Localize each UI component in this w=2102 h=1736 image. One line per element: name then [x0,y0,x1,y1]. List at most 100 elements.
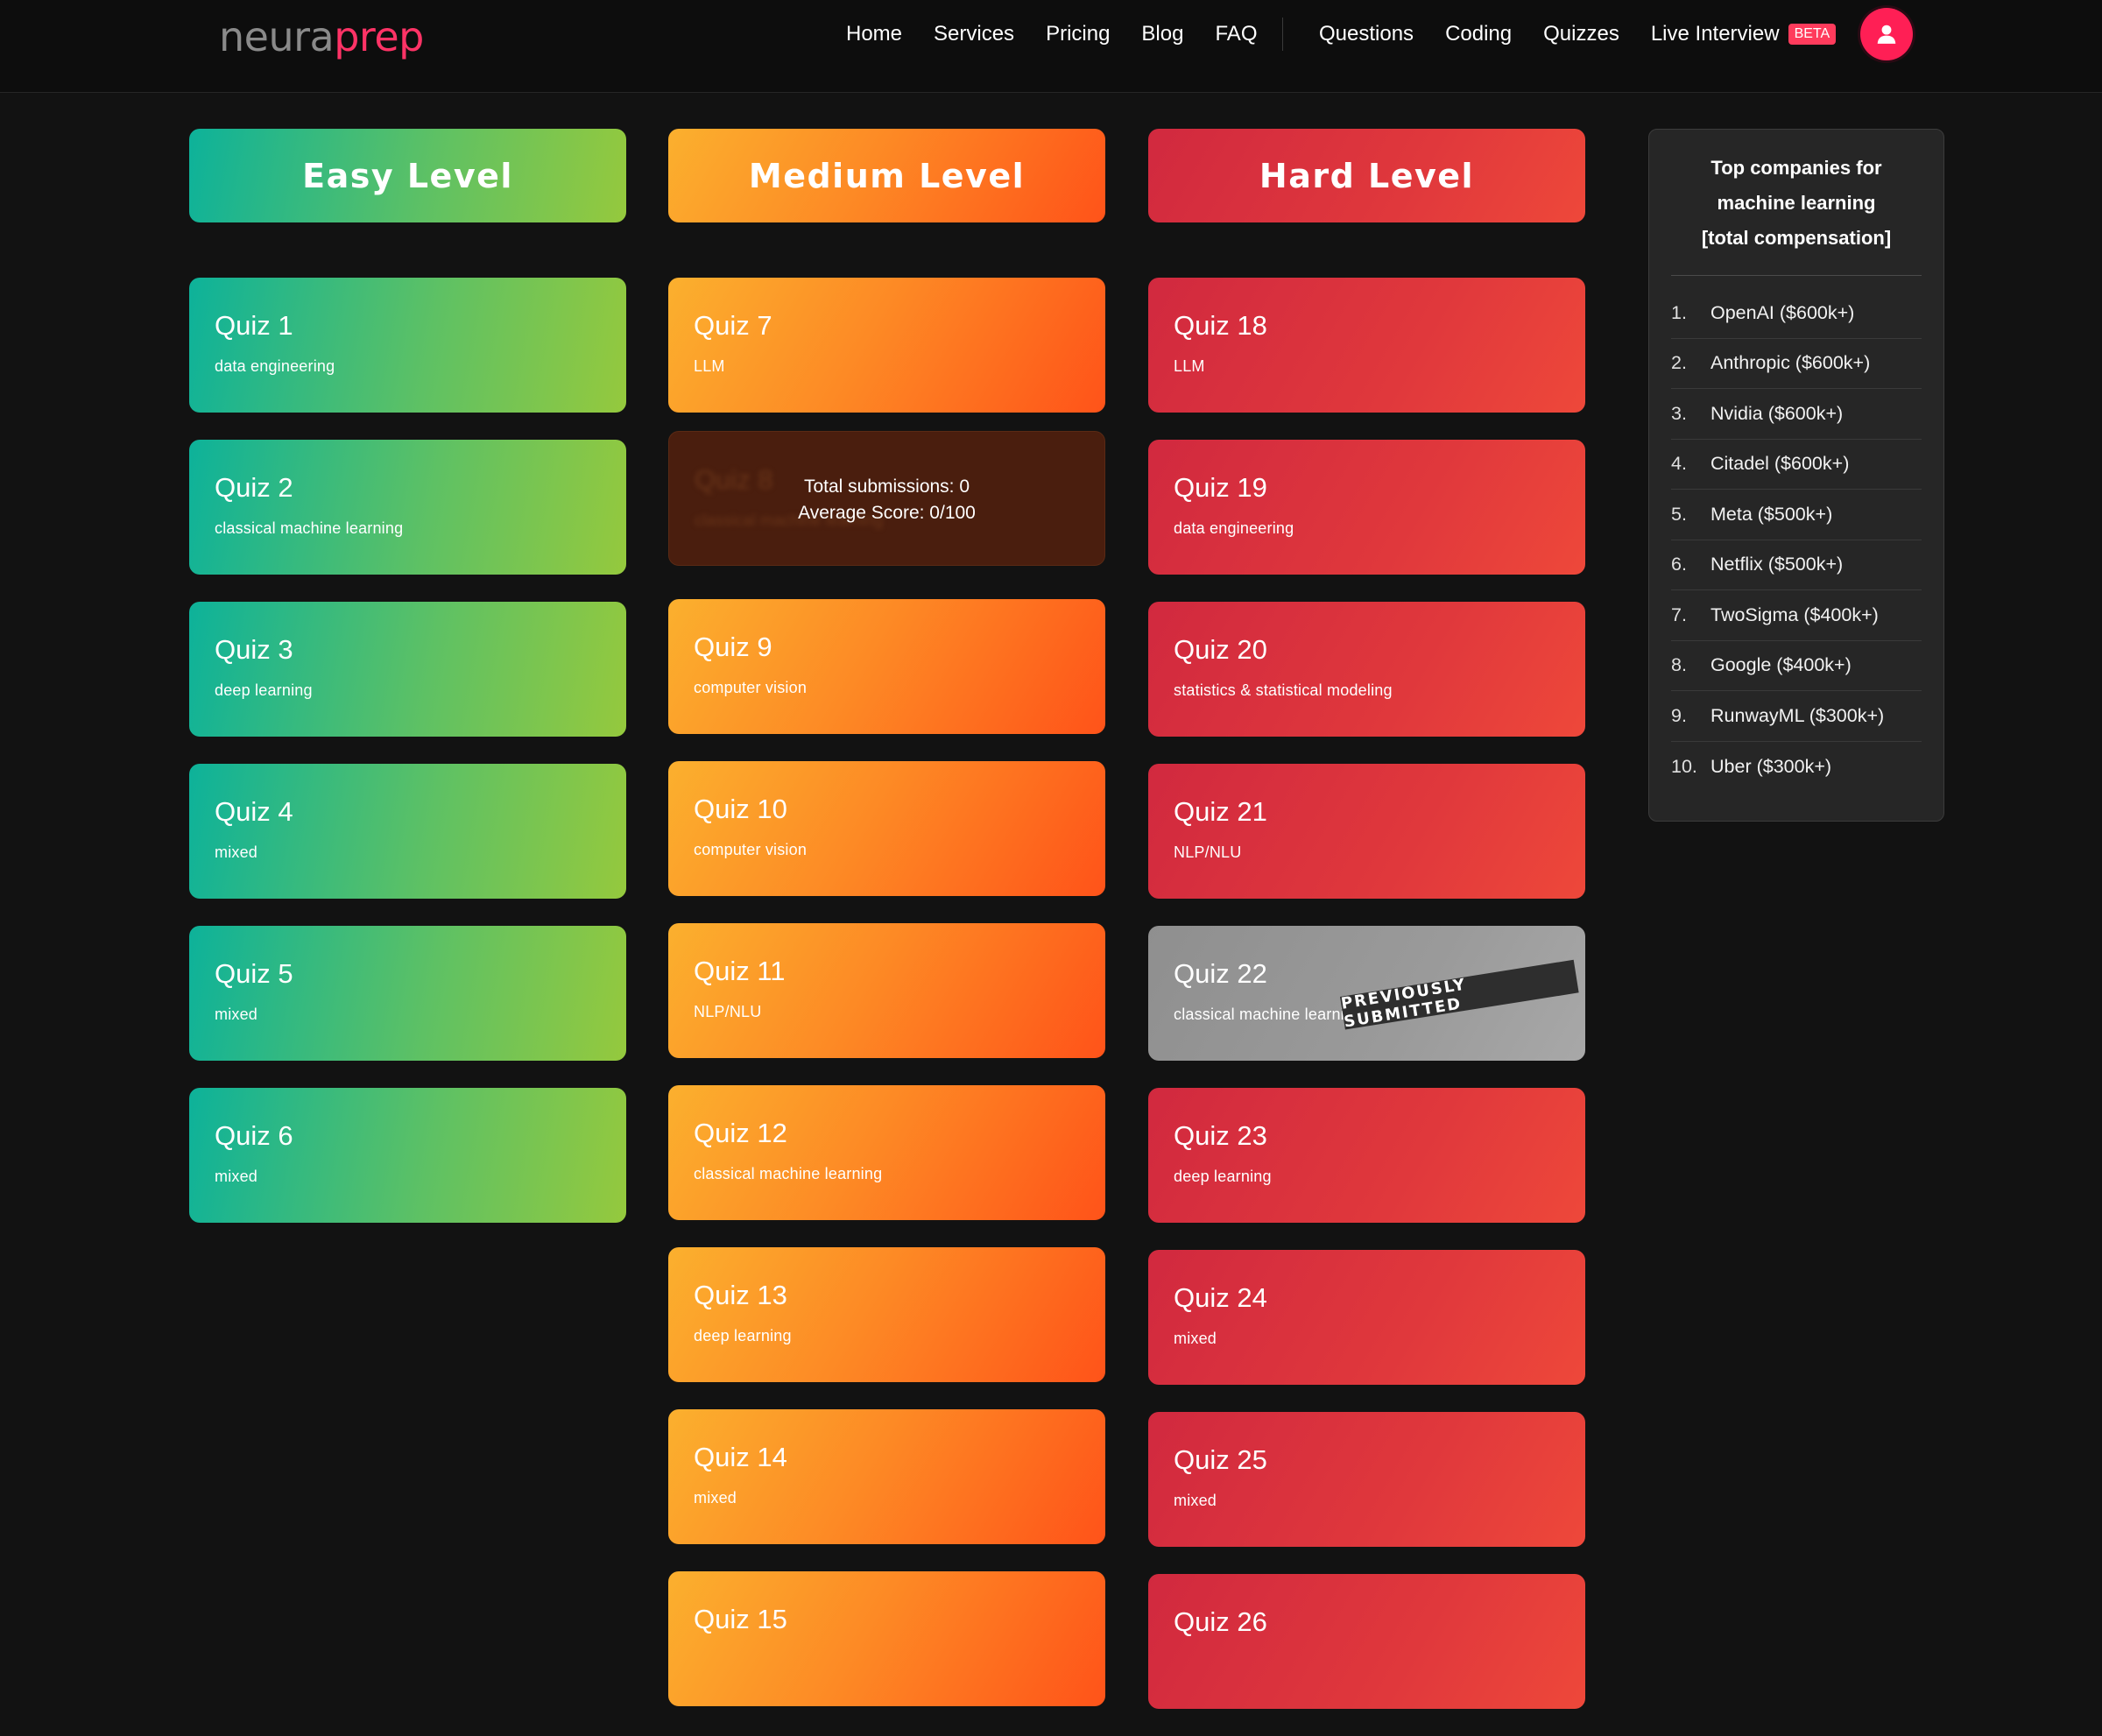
quiz-card-25[interactable]: Quiz 25 mixed [1148,1412,1585,1547]
quiz-card-20[interactable]: Quiz 20 statistics & statistical modelin… [1148,602,1585,737]
quiz-topic: mixed [1174,1330,1217,1347]
quiz-title: Quiz 18 [1174,310,1267,341]
quiz-topic: classical machine learning [695,512,884,529]
quiz-card-4[interactable]: Quiz 4 mixed [189,764,626,899]
quiz-title: Quiz 12 [694,1118,787,1148]
quiz-title: Quiz 19 [1174,472,1267,503]
quiz-card-7[interactable]: Quiz 7 LLM [668,278,1105,413]
quiz-card-1[interactable]: Quiz 1 data engineering [189,278,626,413]
quiz-card-12[interactable]: Quiz 12 classical machine learning [668,1085,1105,1220]
quiz-topic: mixed [215,1168,258,1185]
top-navbar: neuraprep Home Services Pricing Blog FAQ… [0,0,2102,93]
heading-line-1: Top companies for [1711,157,1882,179]
nav-home[interactable]: Home [846,22,903,46]
quiz-topic: mixed [694,1489,737,1507]
easy-column: Easy Level Quiz 1 data engineering Quiz … [189,129,626,1250]
quiz-card-23[interactable]: Quiz 23 deep learning [1148,1088,1585,1223]
hard-column: Hard Level Quiz 18 LLM Quiz 19 data engi… [1148,129,1585,1736]
quiz-card-9[interactable]: Quiz 9 computer vision [668,599,1105,734]
nav-faq[interactable]: FAQ [1215,22,1258,46]
company-rank: 8. [1671,654,1687,676]
quiz-title: Quiz 23 [1174,1120,1267,1151]
quiz-card-11[interactable]: Quiz 11 NLP/NLU [668,923,1105,1058]
top-companies-panel: Top companies for machine learning [tota… [1648,129,1944,822]
company-rank: 7. [1671,603,1687,625]
primary-nav: Home Services Pricing Blog FAQ [830,0,1273,68]
quiz-card-24[interactable]: Quiz 24 mixed [1148,1250,1585,1385]
nav-live-interview[interactable]: Live Interview BETA [1650,22,1837,46]
company-name: TwoSigma ($400k+) [1711,603,1879,625]
company-rank: 2. [1671,352,1687,374]
quiz-title: Quiz 25 [1174,1444,1267,1475]
quiz-card-19[interactable]: Quiz 19 data engineering [1148,440,1585,575]
quiz-title: Quiz 1 [215,310,293,341]
top-companies-heading: Top companies for machine learning [tota… [1671,151,1922,276]
quiz-card-6[interactable]: Quiz 6 mixed [189,1088,626,1223]
nav-live-interview-label: Live Interview [1650,22,1780,46]
quiz-card-3[interactable]: Quiz 3 deep learning [189,602,626,737]
quiz-card-10[interactable]: Quiz 10 computer vision [668,761,1105,896]
heading-line-2: machine learning [1717,192,1876,214]
quiz-topic: deep learning [1174,1168,1272,1185]
quiz-topic: NLP/NLU [1174,843,1242,861]
quiz-card-18[interactable]: Quiz 18 LLM [1148,278,1585,413]
quiz-title: Quiz 26 [1174,1606,1267,1637]
quiz-topic: statistics & statistical modeling [1174,681,1393,699]
quiz-card-8-stats[interactable]: Quiz 8 classical machine learning Total … [668,431,1105,566]
quiz-topic: computer vision [694,841,808,858]
quiz-topic: deep learning [215,681,313,699]
company-name: Uber ($300k+) [1711,755,1832,777]
quiz-title: Quiz 8 [695,464,773,495]
company-name: Google ($400k+) [1711,654,1852,676]
nav-quizzes[interactable]: Quizzes [1543,22,1619,46]
quiz-title: Quiz 15 [694,1604,787,1634]
company-row: 3. Nvidia ($600k+) [1671,389,1922,440]
nav-coding[interactable]: Coding [1445,22,1513,46]
medium-level-header: Medium Level [668,129,1105,222]
quiz-title: Quiz 5 [215,958,293,989]
quiz-title: Quiz 21 [1174,796,1267,827]
beta-badge: BETA [1788,24,1837,45]
quiz-card-5[interactable]: Quiz 5 mixed [189,926,626,1061]
nav-questions[interactable]: Questions [1319,22,1414,46]
quiz-title: Quiz 4 [215,796,293,827]
user-avatar-button[interactable] [1860,8,1913,60]
company-row: 2. Anthropic ($600k+) [1671,339,1922,389]
quiz-topic: NLP/NLU [694,1003,762,1020]
quiz-card-21[interactable]: Quiz 21 NLP/NLU [1148,764,1585,899]
company-name: Meta ($500k+) [1711,503,1833,525]
quiz-card-15[interactable]: Quiz 15 [668,1571,1105,1706]
company-row: 5. Meta ($500k+) [1671,490,1922,540]
quiz-title: Quiz 22 [1174,958,1267,989]
company-name: Nvidia ($600k+) [1711,402,1844,424]
company-row: 4. Citadel ($600k+) [1671,440,1922,490]
quiz-topic: mixed [1174,1492,1217,1509]
quiz-card-14[interactable]: Quiz 14 mixed [668,1409,1105,1544]
quiz-stats-overlay: Total submissions: 0 Average Score: 0/10… [669,474,1104,526]
quiz-topic: classical machine learning [215,519,404,537]
nav-pricing[interactable]: Pricing [1046,22,1111,46]
company-row: 10. Uber ($300k+) [1671,742,1922,793]
company-row: 7. TwoSigma ($400k+) [1671,590,1922,641]
quiz-card-26[interactable]: Quiz 26 [1148,1574,1585,1709]
quiz-topic: computer vision [694,679,808,696]
company-row: 8. Google ($400k+) [1671,641,1922,691]
quiz-title: Quiz 9 [694,632,772,662]
medium-column: Medium Level Quiz 7 LLM Quiz 8 classical… [668,129,1105,1733]
nav-services[interactable]: Services [934,22,1015,46]
quiz-topic: data engineering [215,357,335,375]
quiz-card-13[interactable]: Quiz 13 deep learning [668,1247,1105,1382]
quiz-title: Quiz 2 [215,472,293,503]
easy-level-header: Easy Level [189,129,626,222]
company-name: Netflix ($500k+) [1711,554,1844,575]
quiz-topic: mixed [215,1006,258,1023]
company-rank: 9. [1671,704,1687,726]
quiz-title: Quiz 24 [1174,1282,1267,1313]
quiz-card-22-submitted[interactable]: Quiz 22 classical machine learning PREVI… [1148,926,1585,1061]
quiz-card-2[interactable]: Quiz 2 classical machine learning [189,440,626,575]
company-row: 6. Netflix ($500k+) [1671,540,1922,590]
nav-blog[interactable]: Blog [1141,22,1184,46]
quiz-topic: LLM [1174,357,1205,375]
quiz-title: Quiz 20 [1174,634,1267,665]
brand-logo[interactable]: neuraprep [219,12,424,61]
